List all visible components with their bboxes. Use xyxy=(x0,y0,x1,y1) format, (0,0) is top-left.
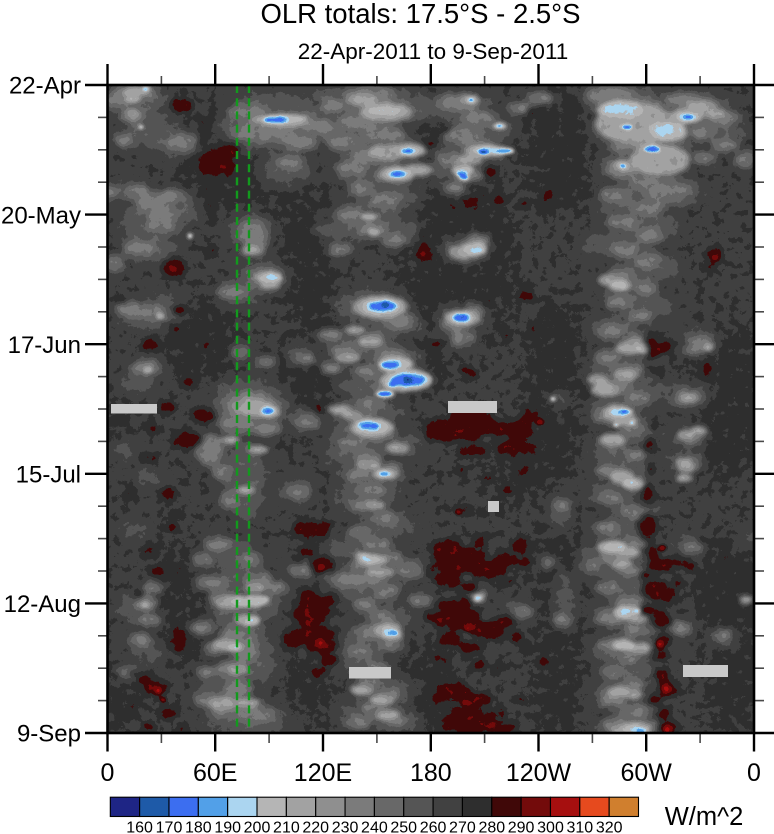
svg-text:12-Aug: 12-Aug xyxy=(4,591,81,618)
svg-text:0: 0 xyxy=(101,759,115,787)
svg-text:180: 180 xyxy=(185,819,212,834)
svg-text:230: 230 xyxy=(332,819,359,834)
svg-text:60E: 60E xyxy=(193,759,237,787)
svg-text:240: 240 xyxy=(361,819,388,834)
svg-text:220: 220 xyxy=(302,819,329,834)
svg-text:170: 170 xyxy=(156,819,183,834)
svg-text:160: 160 xyxy=(126,819,153,834)
svg-text:17-Jun: 17-Jun xyxy=(8,332,81,359)
svg-text:290: 290 xyxy=(508,819,535,834)
svg-text:200: 200 xyxy=(244,819,271,834)
svg-text:250: 250 xyxy=(390,819,417,834)
svg-text:210: 210 xyxy=(273,819,300,834)
svg-text:OLR totals: 17.5°S - 2.5°S: OLR totals: 17.5°S - 2.5°S xyxy=(260,0,580,29)
svg-text:260: 260 xyxy=(420,819,447,834)
svg-text:15-Jul: 15-Jul xyxy=(16,462,81,489)
svg-text:180: 180 xyxy=(410,759,452,787)
svg-text:60W: 60W xyxy=(620,759,672,787)
svg-text:120W: 120W xyxy=(506,759,572,787)
svg-text:120E: 120E xyxy=(294,759,352,787)
svg-text:0: 0 xyxy=(747,759,761,787)
svg-text:190: 190 xyxy=(214,819,241,834)
svg-text:W/m^2: W/m^2 xyxy=(665,803,744,831)
svg-text:22-Apr-2011 to 9-Sep-2011: 22-Apr-2011 to 9-Sep-2011 xyxy=(298,39,569,64)
svg-text:9-Sep: 9-Sep xyxy=(17,721,81,748)
svg-text:20-May: 20-May xyxy=(1,202,81,229)
svg-text:300: 300 xyxy=(537,819,564,834)
svg-text:270: 270 xyxy=(449,819,476,834)
svg-text:310: 310 xyxy=(566,819,593,834)
svg-text:22-Apr: 22-Apr xyxy=(9,73,81,100)
svg-text:280: 280 xyxy=(478,819,505,834)
svg-text:320: 320 xyxy=(596,819,623,834)
